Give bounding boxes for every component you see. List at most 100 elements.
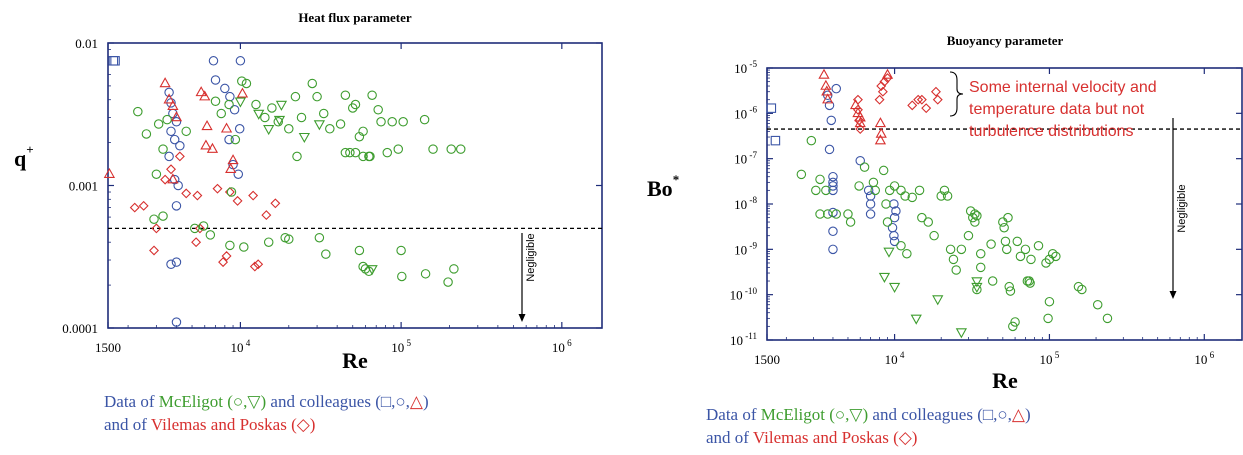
marker-circle [158, 144, 168, 154]
marker-circle [263, 237, 274, 247]
y-tick-label: 10 -11 [730, 331, 757, 348]
caption-mceligot: McEligot (○,▽) [158, 392, 267, 411]
right-caption-line-1: Data of McEligot (○,▽) and colleagues (□… [706, 404, 1031, 425]
marker-circle [1033, 240, 1044, 251]
marker-circle [956, 244, 967, 255]
marker-circle [843, 209, 853, 219]
marker-diamond [166, 164, 176, 175]
marker-circle [455, 144, 466, 154]
marker-circle [237, 76, 247, 86]
marker-circle [1001, 244, 1012, 255]
marker-triangle-up [822, 93, 834, 104]
marker-circle [345, 147, 355, 158]
marker-circle [821, 185, 831, 196]
marker-circle [945, 244, 956, 255]
x-tick-label: 10 6 [552, 338, 572, 355]
caption-close: ) [422, 392, 429, 411]
caption-colleagues: and colleagues ( [266, 392, 381, 411]
marker-circle [290, 91, 301, 102]
marker-circle [896, 240, 906, 251]
marker-circle [1077, 284, 1087, 295]
marker-diamond [232, 195, 243, 206]
marker-diamond [879, 76, 890, 87]
marker-circle [828, 226, 838, 237]
marker-triangle-up [206, 142, 219, 153]
marker-diamond [921, 103, 932, 114]
marker-diamond [221, 251, 232, 261]
marker-circle [312, 91, 322, 102]
x-axis-label: Re [992, 368, 1018, 393]
marker-circle [865, 209, 876, 219]
marker-diamond [916, 94, 927, 105]
marker-circle [396, 245, 406, 256]
marker-circle [1102, 313, 1113, 324]
marker-circle [318, 108, 329, 119]
marker-circle [870, 185, 880, 196]
marker-triangle-up [227, 154, 239, 165]
x-tick-label: 10 6 [1194, 350, 1214, 367]
marker-circle [162, 114, 172, 125]
marker-circle [907, 192, 917, 203]
marker-circle [397, 271, 407, 282]
marker-triangle-up [200, 139, 212, 150]
marker-circle [284, 124, 294, 134]
marker-circle [884, 185, 895, 196]
marker-circle [234, 124, 245, 134]
marker-circle [241, 78, 252, 89]
marker-circle [230, 134, 241, 145]
marker-circle [868, 177, 879, 188]
marker-circle [936, 191, 946, 201]
marker-circle [845, 217, 856, 227]
marker-circle [986, 239, 996, 249]
marker-triangle-up [167, 173, 179, 184]
marker-circle [449, 264, 459, 274]
marker-diamond [913, 94, 924, 105]
marker-diamond [876, 81, 887, 92]
marker-circle [831, 83, 841, 94]
marker-circle [828, 185, 838, 196]
marker-circle [420, 269, 431, 279]
marker-circle [164, 151, 174, 162]
bracket-annotation-line: temperature data but not [969, 101, 1145, 118]
caption-red-symbol: △ [409, 392, 423, 411]
left-caption-line-1: Data of McEligot (○,▽) and colleagues (□… [104, 391, 429, 412]
y-tick-label: 10 -6 [734, 104, 757, 121]
marker-diamond [218, 257, 229, 268]
marker-circle [225, 91, 235, 102]
marker-circle [865, 191, 876, 201]
marker-circle [373, 105, 383, 115]
marker-diamond [854, 115, 865, 126]
marker-triangle-up [159, 77, 171, 88]
marker-diamond [181, 188, 192, 199]
marker-diamond [877, 86, 888, 97]
right-caption-line-2: and of Vilemas and Poskas (◇) [706, 427, 917, 448]
marker-circle [811, 185, 821, 196]
marker-circle [292, 151, 302, 162]
marker-circle [350, 147, 361, 158]
marker-circle [340, 90, 351, 100]
marker-circle [1020, 244, 1031, 255]
marker-circle [1041, 258, 1051, 268]
caption-prefix: and of [706, 428, 753, 447]
marker-circle [929, 230, 939, 241]
marker-circle [398, 117, 408, 127]
marker-circle [171, 317, 182, 327]
bracket-annotation-line: turbulence distributions [969, 123, 1134, 140]
chart-title: Buoyancy parameter [947, 33, 1064, 48]
marker-circle [239, 242, 249, 252]
y-tick-label: 10 -5 [734, 59, 757, 76]
marker-circle [216, 108, 227, 119]
marker-triangle-up [874, 134, 887, 145]
marker-circle [1044, 296, 1055, 307]
marker-circle [153, 119, 164, 129]
caption-close: ) [1024, 405, 1031, 424]
marker-circle [365, 151, 375, 162]
marker-circle [1005, 286, 1016, 296]
marker-diamond [194, 223, 205, 234]
marker-circle [917, 212, 927, 223]
marker-diamond [174, 151, 185, 162]
marker-circle [975, 248, 986, 259]
x-tick-label: 10 4 [230, 338, 250, 355]
marker-circle [1047, 248, 1058, 259]
